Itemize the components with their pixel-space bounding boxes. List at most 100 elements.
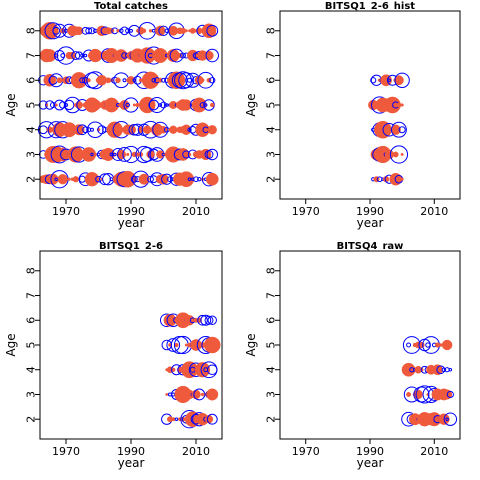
negative-residual-bubble (206, 413, 218, 425)
y-tick-label: 8 (25, 267, 38, 274)
positive-residual-bubble (184, 343, 188, 347)
positive-residual-bubble (101, 147, 115, 162)
negative-residual-bubble (166, 338, 181, 352)
x-tick-label: 1970 (52, 205, 80, 218)
negative-residual-bubble (169, 48, 184, 63)
x-axis-label: year (357, 216, 384, 230)
negative-residual-bubble (174, 417, 179, 421)
panel-title: Total catches (94, 1, 168, 12)
negative-residual-bubble (129, 28, 133, 33)
positive-residual-bubble (171, 417, 176, 422)
positive-residual-bubble (200, 392, 205, 397)
negative-residual-bubble (120, 26, 129, 36)
y-tick-label: 7 (265, 292, 278, 299)
y-tick-label: 5 (25, 102, 38, 109)
negative-residual-bubble (391, 121, 407, 138)
negative-residual-bubble (445, 417, 449, 421)
negative-residual-bubble (38, 125, 48, 135)
negative-residual-bubble (436, 365, 446, 375)
plot-frame (279, 250, 461, 440)
negative-residual-bubble (197, 314, 208, 326)
negative-residual-bubble (370, 77, 377, 84)
positive-residual-bubble (390, 124, 401, 135)
negative-residual-bubble (158, 103, 163, 107)
negative-residual-bubble (71, 51, 81, 60)
positive-residual-bubble (165, 393, 169, 396)
negative-residual-bubble (130, 175, 138, 183)
y-tick-label: 6 (265, 77, 278, 84)
negative-residual-bubble (206, 148, 219, 161)
positive-residual-bubble (205, 172, 219, 186)
positive-residual-bubble (141, 28, 147, 34)
negative-residual-bubble (151, 28, 156, 33)
bubble-layer (159, 312, 221, 429)
negative-residual-bubble (425, 342, 431, 348)
positive-residual-bubble (206, 388, 219, 401)
positive-residual-bubble (194, 362, 211, 378)
negative-residual-bubble (193, 176, 199, 183)
y-tick-label: 2 (25, 176, 38, 183)
negative-residual-bubble (85, 27, 93, 35)
positive-residual-bubble (135, 102, 140, 108)
y-tick-label: 7 (25, 292, 38, 299)
negative-residual-bubble (88, 27, 96, 35)
positive-residual-bubble (126, 152, 130, 157)
positive-residual-bubble (204, 415, 214, 424)
x-tick-label: 2010 (182, 445, 210, 458)
positive-residual-bubble (41, 22, 59, 40)
x-axis-label: year (118, 216, 145, 230)
negative-residual-bubble (197, 177, 202, 182)
positive-residual-bubble (406, 391, 412, 397)
y-tick-label: 7 (25, 52, 38, 59)
positive-residual-bubble (158, 173, 169, 185)
negative-residual-bubble (209, 77, 216, 84)
y-tick-label: 4 (265, 366, 278, 373)
negative-residual-bubble (122, 78, 127, 83)
y-axis-label: Age (4, 333, 18, 356)
negative-residual-bubble (82, 126, 89, 134)
positive-residual-bubble (203, 336, 221, 354)
x-tick-label: 1970 (292, 445, 320, 458)
y-tick-label: 6 (25, 77, 38, 84)
positive-residual-bubble (400, 152, 404, 156)
positive-residual-bubble (200, 148, 212, 161)
positive-residual-bubble (389, 172, 402, 186)
positive-residual-bubble (448, 343, 453, 347)
positive-residual-bubble (400, 103, 404, 107)
negative-residual-bubble (205, 48, 219, 63)
y-tick-label: 8 (25, 27, 38, 34)
y-tick-label: 3 (265, 391, 278, 398)
negative-residual-bubble (86, 121, 104, 139)
x-axis-label: year (357, 456, 384, 470)
negative-residual-bubble (90, 152, 94, 157)
negative-residual-bubble (117, 147, 132, 162)
y-tick-label: 4 (25, 126, 38, 133)
negative-residual-bubble (446, 390, 454, 399)
panel-title: BITSQ1_2-6_hist (325, 1, 415, 12)
negative-residual-bubble (406, 342, 412, 348)
negative-residual-bubble (90, 127, 94, 132)
negative-residual-bubble (45, 100, 55, 110)
positive-residual-bubble (73, 124, 85, 136)
negative-residual-bubble (164, 103, 169, 107)
positive-residual-bubble (163, 313, 177, 327)
positive-residual-bubble (146, 101, 155, 109)
negative-residual-bubble (148, 96, 166, 114)
positive-residual-bubble (200, 78, 205, 83)
negative-residual-bubble (443, 412, 458, 426)
x-axis-label: year (118, 456, 145, 470)
positive-residual-bubble (67, 177, 71, 181)
positive-residual-bubble (191, 389, 201, 400)
negative-residual-bubble (97, 125, 107, 135)
positive-residual-bubble (174, 342, 179, 348)
negative-residual-bubble (125, 102, 130, 108)
negative-residual-bubble (206, 24, 219, 37)
negative-residual-bubble (171, 392, 176, 397)
x-tick-label: 2010 (420, 205, 448, 218)
x-tick-label: 1990 (356, 445, 384, 458)
negative-residual-bubble (109, 152, 114, 157)
bubble-layer (37, 21, 219, 189)
y-axis-label: Age (244, 93, 258, 116)
positive-residual-bubble (396, 102, 402, 108)
y-tick-label: 6 (25, 317, 38, 324)
